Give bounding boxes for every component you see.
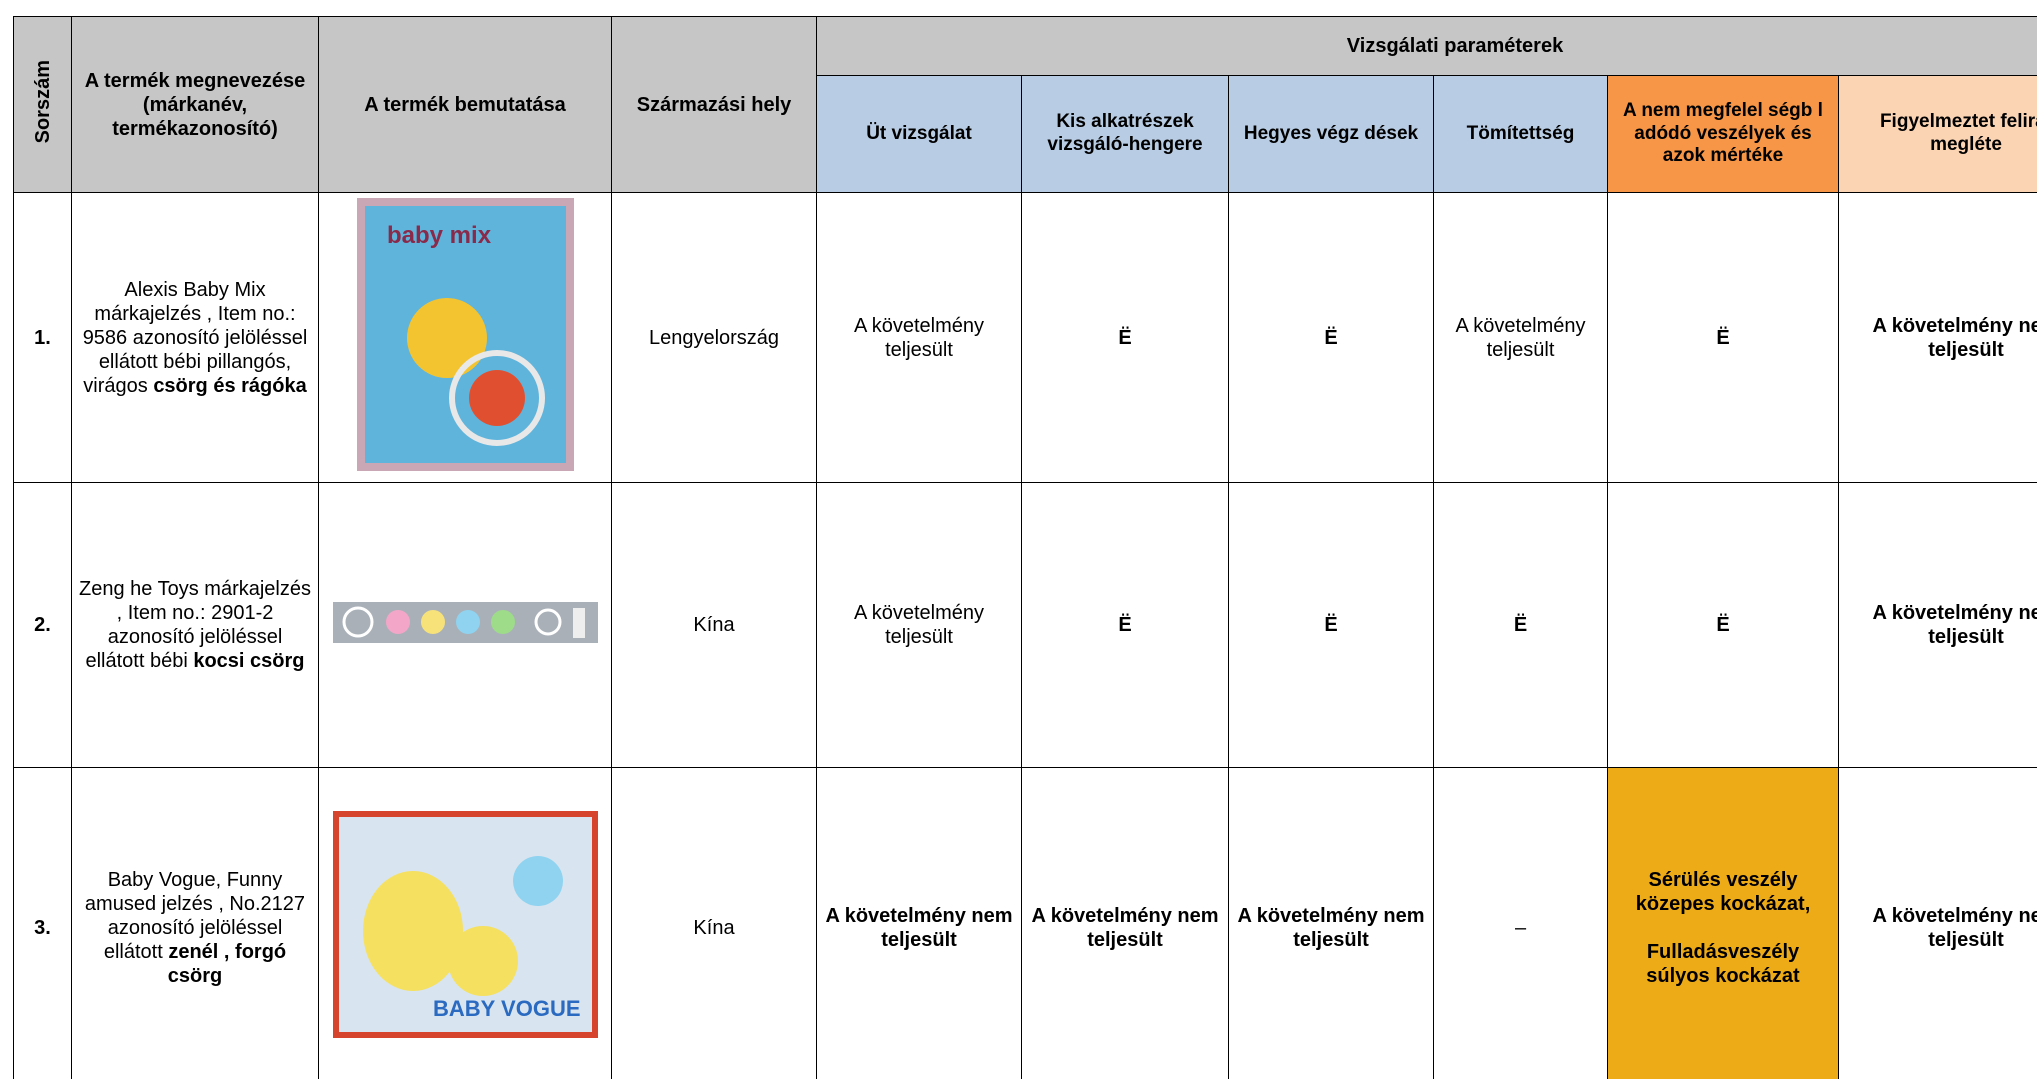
header-cell: A termék megnevezése (márkanév, termékaz… xyxy=(71,16,319,193)
product-image-cell xyxy=(318,482,612,768)
result-cell: A követelmény nem teljesült xyxy=(1837,482,2037,768)
result-cell: – xyxy=(1433,767,1608,1079)
result-text: A követelmény teljesült xyxy=(853,314,985,361)
result-text: A követelmény nem teljesült xyxy=(1872,602,2037,648)
column-header: Hegyes végz dések xyxy=(1228,75,1434,193)
product-image-cell: baby mix xyxy=(318,192,612,483)
result-cell: A követelmény nem teljesült xyxy=(1021,767,1229,1079)
column-header: Figyelmeztet felirat megléte xyxy=(1837,75,2037,193)
table-wrap: Sorszám A termék megnevezése (márkanév, … xyxy=(13,16,2037,1079)
column-header: Kis alkatrészek vizsgáló-hengere xyxy=(1021,75,1229,193)
result-text: Ë xyxy=(1716,326,1730,349)
product-name-text: Baby Vogue, Funny amused jelzés , No.212… xyxy=(84,868,306,963)
result-cell: A követelmény teljesült xyxy=(816,192,1022,483)
product-name-text: Alexis Baby Mix márkajelzés , Item no.: … xyxy=(82,278,308,397)
result-cell: A követelmény teljesült xyxy=(816,482,1022,768)
result-text: A követelmény nem teljesült xyxy=(1031,904,1219,951)
table-row: 2. Zeng he Toys márkajelzés , Item no.: 2… xyxy=(13,482,2037,768)
column-header: A nem megfelel ségb l adódó veszélyek és… xyxy=(1607,75,1839,193)
result-cell: Ë xyxy=(1228,482,1434,768)
product-name-bold: kocsi csörg xyxy=(193,650,305,672)
result-cell: Ë xyxy=(1607,192,1839,483)
result-text: A követelmény teljesült xyxy=(853,602,985,648)
origin: Lengyelország xyxy=(611,192,817,483)
result-cell: Ë xyxy=(1021,482,1229,768)
result-text: A követelmény nem teljesült xyxy=(1872,904,2037,951)
product-name-text: Zeng he Toys márkajelzés , Item no.: 290… xyxy=(79,578,311,672)
result-cell: Ë xyxy=(1433,482,1608,768)
product-name: Zeng he Toys márkajelzés , Item no.: 290… xyxy=(71,482,319,768)
header-cell: Vizsgálati paraméterek xyxy=(815,16,2037,76)
results-table: Sorszám A termék megnevezése (márkanév, … xyxy=(13,16,2037,1079)
product-name-bold: zenél , forgó csörg xyxy=(167,940,287,987)
product-image: BABY VOGUE xyxy=(332,811,598,1038)
column-header: Üt vizsgálat xyxy=(816,75,1022,193)
result-text: Fulladásveszély súlyos kockázat xyxy=(1646,940,1800,987)
result-cell: Ë xyxy=(1021,192,1229,483)
svg-text:BABY VOGUE: BABY VOGUE xyxy=(433,996,581,1021)
product-image xyxy=(332,601,598,643)
table-row: 3. Baby Vogue, Funny amused jelzés , No.2… xyxy=(13,767,2037,1079)
result-text: Ë xyxy=(1513,614,1528,636)
origin: Kína xyxy=(611,482,817,768)
result-text: Ë xyxy=(1118,614,1132,636)
result-cell: A követelmény nem teljesült xyxy=(1837,192,2037,483)
result-text: Ë xyxy=(1324,326,1338,349)
result-cell: A követelmény teljesült xyxy=(1433,192,1608,483)
origin: Kína xyxy=(611,767,817,1079)
row-number: 2. xyxy=(13,482,72,768)
header-cell: Származási hely xyxy=(611,16,817,193)
header-cell: Sorszám xyxy=(13,16,72,193)
result-cell: A követelmény nem teljesült xyxy=(1228,767,1434,1079)
result-text: Ë xyxy=(1324,614,1338,636)
product-name: Alexis Baby Mix márkajelzés , Item no.: … xyxy=(71,192,319,483)
header-text: Sorszám xyxy=(31,59,54,144)
result-cell: A követelmény nem teljesült xyxy=(816,767,1022,1079)
product-image: baby mix xyxy=(356,198,574,471)
header-cell: A termék bemutatása xyxy=(318,16,612,193)
svg-text:baby mix: baby mix xyxy=(387,222,492,249)
result-text: Ë xyxy=(1118,326,1132,349)
row-number: 1. xyxy=(13,192,72,483)
product-name: Baby Vogue, Funny amused jelzés , No.212… xyxy=(71,767,319,1079)
result-cell: Ë xyxy=(1228,192,1434,483)
product-name-bold: csörg és rágóka xyxy=(153,374,307,397)
result-cell: A követelmény nem teljesült xyxy=(1837,767,2037,1079)
result-text: – xyxy=(1514,916,1527,939)
result-text: Sérülés veszély közepes kockázat, xyxy=(1635,868,1811,915)
result-text: A követelmény nem teljesült xyxy=(825,904,1013,951)
result-text: Ë xyxy=(1716,614,1730,636)
result-text: A követelmény nem teljesült xyxy=(1237,904,1425,951)
result-text: A követelmény nem teljesült xyxy=(1872,314,2037,361)
result-cell: Sérülés veszély közepes kockázat, Fulladá… xyxy=(1607,767,1839,1079)
column-header: Tömítettség xyxy=(1433,75,1608,193)
product-image-cell: BABY VOGUE xyxy=(318,767,612,1079)
table-row: 1. Alexis Baby Mix márkajelzés , Item no.… xyxy=(13,192,2037,483)
row-number: 3. xyxy=(13,767,72,1079)
result-text: A követelmény teljesült xyxy=(1455,314,1586,361)
result-cell: Ë xyxy=(1607,482,1839,768)
